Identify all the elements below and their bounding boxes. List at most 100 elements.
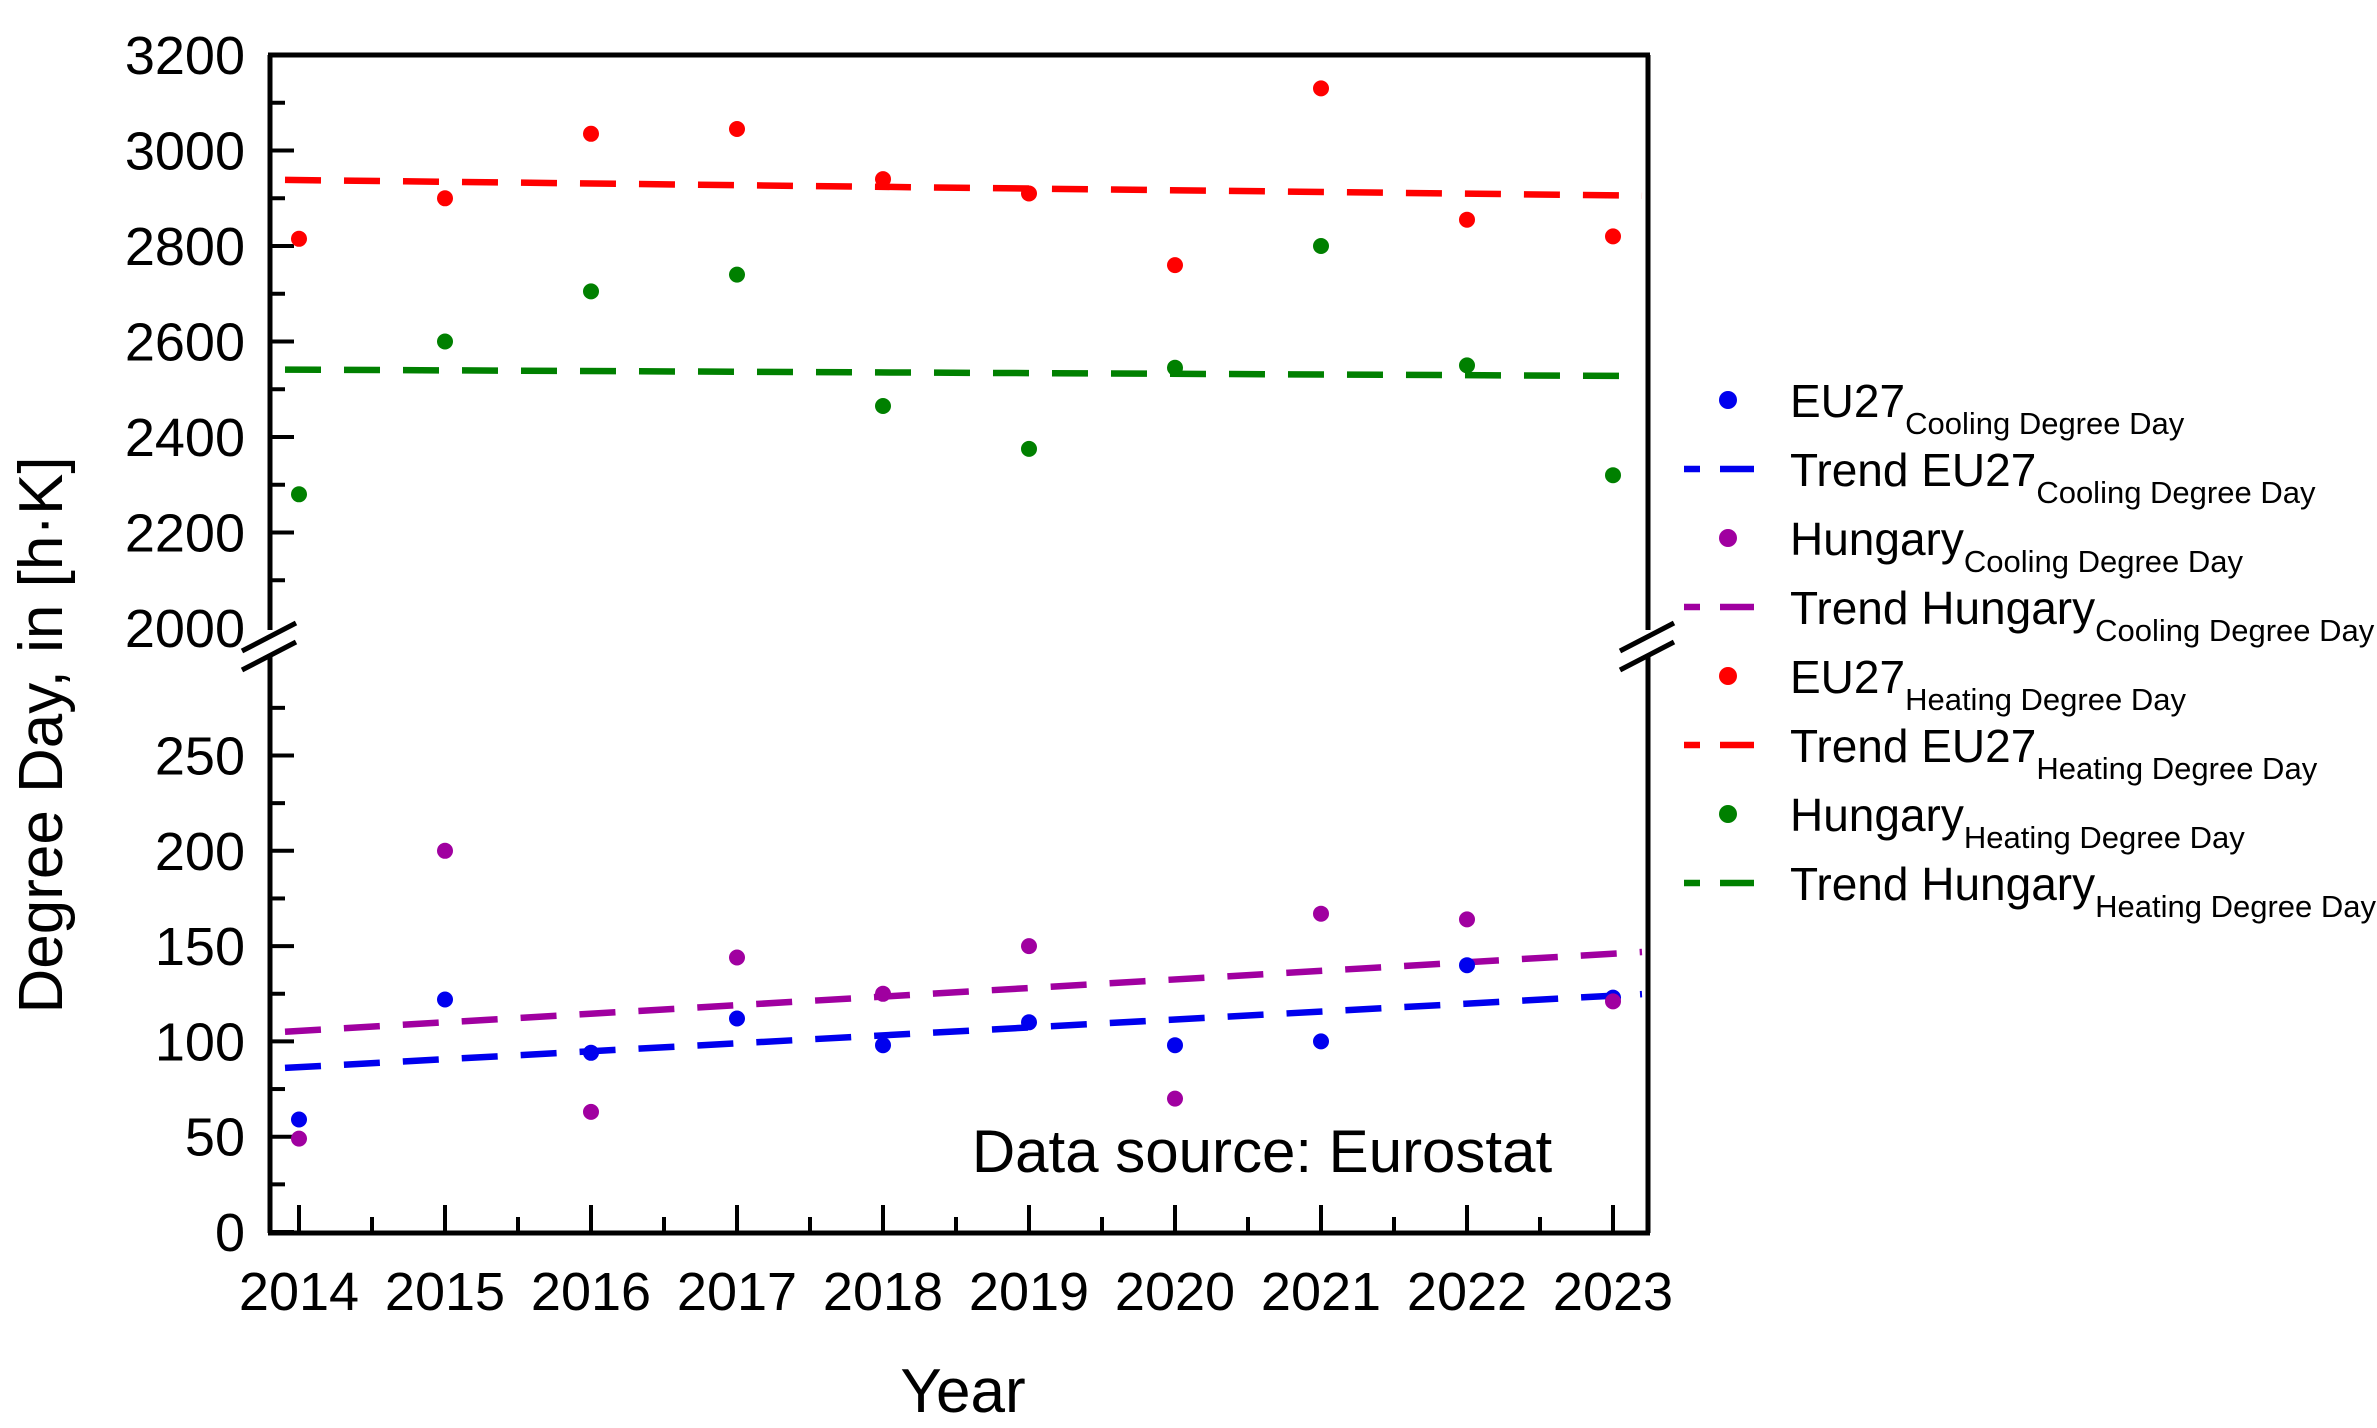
eu27-heating-point-2017 [729,121,745,137]
legend-marker-eu27-cooling [1719,391,1737,409]
legend-label-eu27-cooling: EU27Cooling Degree Day [1790,375,2185,441]
hungary-heating-point-2020 [1167,359,1183,376]
axis-break-slash-left-1 [240,620,298,654]
legend-marker-eu27-heating [1719,667,1737,685]
legend-label-subscript-hungary-heating: Heating Degree Day [1964,820,2245,855]
axis-break-slash-right-2 [1618,639,1676,673]
hungary-heating-point-2017 [729,266,745,283]
y-tick-label-250: 250 [155,727,245,787]
y-tick-label-2400: 2400 [125,408,245,468]
legend-label-main-eu27-heating: EU27 [1790,651,1905,703]
y-tick-label-2200: 2200 [125,504,245,564]
legend-label-main-hungary-heating: Hungary [1790,789,1964,841]
y-tick-label-0: 0 [215,1203,245,1263]
y-tick-label-2800: 2800 [125,217,245,277]
y-tick-label-3000: 3000 [125,122,245,182]
hungary-heating-point-2016 [583,283,599,300]
x-tick-label-2020: 2020 [1115,1262,1235,1322]
hungary-heating-point-2021 [1313,238,1329,254]
eu27-cooling-point-2014 [291,1111,307,1128]
y-tick-label-200: 200 [155,822,245,882]
legend-label-subscript-trend-hungary-cooling: Cooling Degree Day [2095,613,2375,648]
eu27-heating-point-2016 [583,125,599,142]
x-tick-label-2016: 2016 [531,1262,651,1322]
hungary-cooling-point-2021 [1313,905,1329,922]
eu27-heating-point-2014 [291,230,307,247]
hungary-heating-point-2015 [437,333,453,350]
legend-label-trend-eu27-heating: Trend EU27Heating Degree Day [1790,720,2318,786]
eu27-cooling-point-2021 [1313,1033,1329,1050]
x-tick-label-2019: 2019 [969,1262,1089,1322]
legend-label-eu27-heating: EU27Heating Degree Day [1790,651,2186,717]
axis-break-slash-right-1 [1618,620,1676,654]
legend-label-main-hungary-cooling: Hungary [1790,513,1964,565]
legend-label-trend-eu27-cooling: Trend EU27Cooling Degree Day [1790,444,2316,510]
eu27-cooling-point-2017 [729,1010,745,1027]
axis-ticks-layer: 3200 3000 2800 2600 2400 2200 2000 250 200 150 100… [125,26,1673,1322]
eu27-cooling-point-2022 [1459,957,1475,974]
eu27-cooling-point-2015 [437,991,453,1008]
x-tick-label-2022: 2022 [1407,1262,1527,1322]
hungary-heating-point-2022 [1459,357,1475,374]
trend-hungary-heating-trendline [284,366,1643,380]
legend-label-main-eu27-cooling: EU27 [1790,375,1905,427]
x-tick-label-2017: 2017 [677,1262,797,1322]
hungary-cooling-point-2016 [583,1103,599,1120]
legend-marker-hungary-heating [1719,805,1737,823]
y-tick-label-2600: 2600 [125,313,245,373]
legend-label-main-trend-eu27-cooling: Trend EU27 [1790,444,2036,496]
x-axis-title: Year [900,1357,1025,1426]
eu27-cooling-point-2016 [583,1044,599,1061]
hungary-heating-point-2019 [1021,440,1037,457]
legend-label-subscript-trend-eu27-cooling: Cooling Degree Day [2036,475,2316,510]
legend-label-hungary-heating: HungaryHeating Degree Day [1790,789,2245,855]
hungary-cooling-point-2020 [1167,1090,1183,1107]
x-tick-label-2021: 2021 [1261,1262,1381,1322]
legend-label-main-trend-eu27-heating: Trend EU27 [1790,720,2036,772]
eu27-cooling-point-2018 [875,1037,891,1054]
trend-hungary-cooling-trendline [284,948,1643,1035]
x-tick-label-2015: 2015 [385,1262,505,1322]
eu27-heating-point-2021 [1313,80,1329,97]
legend-marker-hungary-cooling [1719,529,1737,547]
hungary-heating-point-2023 [1605,467,1621,484]
legend-label-subscript-trend-hungary-heating: Heating Degree Day [2095,889,2376,924]
trend-lines-layer [284,176,1643,1072]
legend-label-subscript-eu27-cooling: Cooling Degree Day [1905,406,2185,441]
hungary-heating-point-2018 [875,398,891,414]
legend-label-subscript-hungary-cooling: Cooling Degree Day [1964,544,2244,579]
y-tick-label-50: 50 [185,1108,245,1168]
y-axis-title: Degree Day, in [h·K] [7,456,76,1013]
x-tick-label-2018: 2018 [823,1262,943,1322]
eu27-heating-point-2020 [1167,257,1183,274]
eu27-cooling-point-2020 [1167,1037,1183,1054]
x-tick-label-2014: 2014 [239,1262,359,1322]
eu27-heating-point-2019 [1021,185,1037,202]
legend-label-main-trend-hungary-cooling: Trend Hungary [1790,582,2095,634]
legend-label-trend-hungary-cooling: Trend HungaryCooling Degree Day [1790,582,2375,648]
hungary-heating-point-2014 [291,486,307,503]
eu27-heating-point-2023 [1605,228,1621,245]
x-tick-label-2023: 2023 [1553,1262,1673,1322]
hungary-cooling-point-2023 [1605,993,1621,1010]
legend-label-trend-hungary-heating: Trend HungaryHeating Degree Day [1790,858,2376,924]
hungary-cooling-point-2014 [291,1130,307,1147]
y-tick-label-100: 100 [155,1012,245,1072]
eu27-cooling-point-2019 [1021,1014,1037,1031]
legend-label-hungary-cooling: HungaryCooling Degree Day [1790,513,2244,579]
eu27-heating-point-2018 [875,171,891,188]
legend-label-main-trend-hungary-heating: Trend Hungary [1790,858,2095,910]
y-tick-label-150: 150 [155,917,245,977]
hungary-cooling-point-2019 [1021,938,1037,955]
y-tick-label-2000: 2000 [125,599,245,659]
trend-eu27-cooling-trendline [284,990,1643,1072]
eu27-heating-point-2015 [437,190,453,207]
axis-break-slash-left-2 [240,639,298,673]
annotation-data-source: Data source: Eurostat [972,1118,1553,1185]
legend-label-subscript-trend-eu27-heating: Heating Degree Day [2036,751,2317,786]
data-points-layer [291,80,1621,1147]
hungary-cooling-point-2018 [875,985,891,1002]
